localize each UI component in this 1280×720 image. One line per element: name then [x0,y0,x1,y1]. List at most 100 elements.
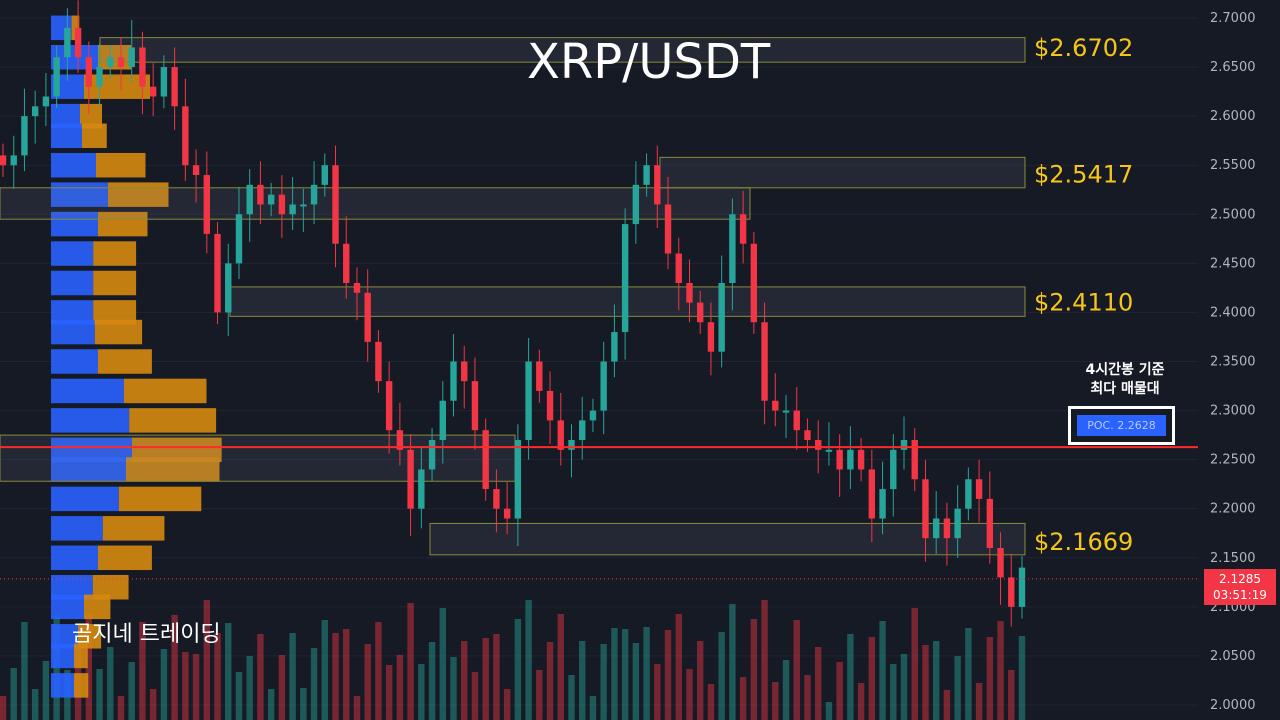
volume-bar [225,623,232,720]
candle-body [160,67,168,97]
candle-body [471,381,479,431]
candle-body [890,449,897,490]
candle-body [707,322,715,352]
volume-bar [267,689,275,720]
candlesticks[interactable] [0,0,1026,627]
candle-body [203,175,210,234]
volume-bar [997,621,1004,720]
volume-bar [85,614,93,720]
volume-bar [922,645,929,720]
volume-bar [943,690,951,720]
volume-bar [525,600,532,720]
candle-body [128,47,135,68]
profile-sell-bar [82,123,107,149]
candle-body [364,292,371,342]
volume-bar [149,689,157,720]
candle-countdown: 03:51:19 [1213,588,1267,602]
profile-buy-bar [51,486,119,512]
candle-body [621,224,629,333]
candle-body [235,214,243,264]
volume-bar [621,629,629,720]
axis-tick-label: 2.0000 [1210,698,1256,713]
volume-bar [782,660,790,720]
candle-body [932,518,940,539]
profile-sell-bar [74,673,89,698]
candle-body [428,440,436,470]
volume-bar [965,628,972,720]
candle-body [557,420,564,450]
candle-body [729,214,736,283]
poc-box: POC. 2.2628 [1068,406,1175,445]
candle-body [10,155,17,166]
volume-bar [171,615,178,720]
volume-bar [707,684,715,720]
volume-bar [804,675,811,720]
profile-sell-bar [98,349,152,374]
candle-body [514,440,522,519]
candle-body [686,282,693,303]
volume-bar [42,661,50,720]
current-price: 2.1285 [1219,572,1261,586]
volume-bar [461,641,468,720]
candle-body [804,430,811,441]
volume-bar [557,614,564,720]
candle-body [975,479,983,499]
level-label: $2.5417 [1034,160,1133,188]
axis-tick-label: 2.4000 [1210,305,1256,320]
candle-body [321,165,328,185]
profile-buy-bar [51,152,96,178]
candle-body [117,57,125,68]
profile-sell-bar [124,378,207,404]
volume-bar [579,641,586,720]
level-label: $2.4110 [1034,289,1133,317]
level-label: $2.1669 [1034,528,1133,556]
candle-body [450,361,457,401]
candle-body [1008,577,1015,607]
candle-body [139,47,146,87]
volume-bar [375,622,382,720]
volume-bar [954,656,961,720]
profile-sell-bar [80,103,102,129]
volume-bar [353,696,361,720]
volume-bar [568,675,575,720]
volume-bar [589,696,597,720]
poc-caption-line1: 4시간봉 기준 [1085,362,1165,378]
candle-body [107,57,114,68]
price-zone [659,156,1026,189]
volume-bar [471,672,479,720]
volume-bar [729,604,736,720]
volume-bar [289,633,296,720]
volume-bar [203,600,210,720]
volume-bar [0,696,7,720]
candle-body [267,194,275,205]
axis-tick-label: 2.7000 [1210,11,1256,26]
candle-body [503,508,511,519]
profile-buy-bar [51,211,98,237]
volume-bar [932,641,940,720]
volume-bar [182,652,189,720]
candle-body [632,184,640,225]
profile-buy-bar [51,378,124,404]
candle-body [643,165,650,185]
volume-bar [654,664,661,720]
volume-bar [139,622,146,720]
volume-bar [761,600,768,720]
axis-tick-label: 2.6500 [1210,60,1256,75]
price-axis[interactable]: 2.7000 2.6500 2.6000 2.5500 2.5000 2.4500 2.40… [1210,11,1256,713]
candle-body [546,390,554,421]
volume-bar [96,669,103,720]
volume-bar [1018,636,1026,720]
candle-body [0,155,7,166]
volume-bar [300,688,307,720]
axis-tick-label: 2.3000 [1210,404,1256,419]
profile-sell-bar [102,516,165,541]
volume-bar [675,614,682,720]
grid-lines [0,17,1198,706]
poc-caption: 4시간봉 기준 최다 매물대 [1040,361,1210,399]
volume-bar [697,641,704,720]
volume-bar [385,665,393,720]
poc-line [0,446,1200,580]
candle-body [278,194,286,215]
